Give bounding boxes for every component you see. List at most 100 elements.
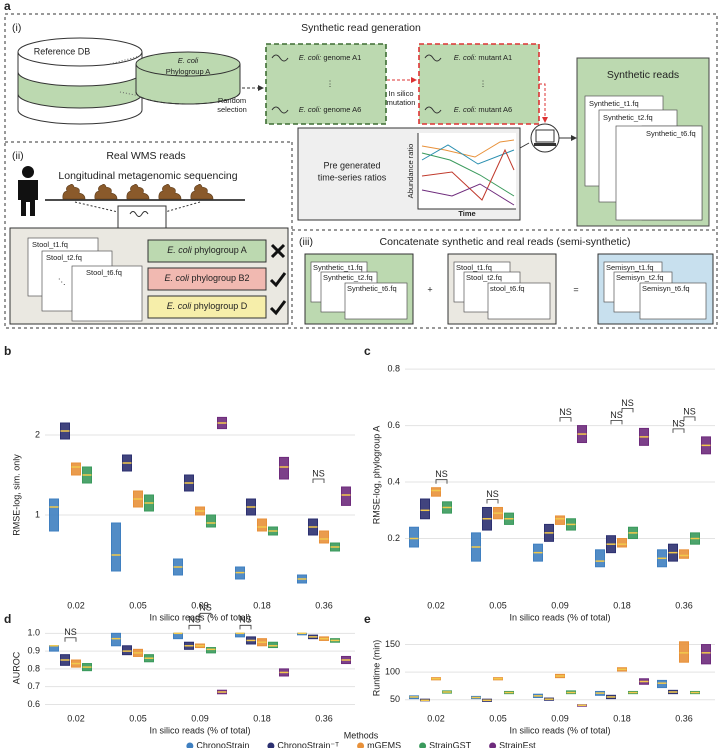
file-name: Semisyn_t6.fq — [642, 284, 690, 293]
box — [420, 498, 430, 520]
y-tick-label: 1.0 — [27, 628, 40, 638]
significance-bracket — [312, 478, 325, 483]
legend-label: StrainGST — [429, 740, 472, 748]
panel-border — [4, 13, 718, 329]
arrow — [539, 83, 546, 118]
box — [257, 518, 267, 532]
axis-label: Time — [458, 209, 475, 218]
panel-label: e — [364, 612, 371, 626]
panel-label: b — [4, 344, 11, 358]
label: Synthetic reads — [607, 69, 679, 81]
label: Phylogroup A — [166, 67, 211, 76]
species: E. coli — [178, 56, 199, 65]
sequencer-icon — [117, 205, 167, 231]
box — [319, 530, 329, 544]
legend-title: Methods — [344, 730, 379, 740]
x-tick-label: 0.05 — [489, 713, 507, 723]
box — [595, 549, 605, 568]
x-tick-label: 0.09 — [551, 600, 569, 610]
label: phylogroup D — [194, 301, 248, 311]
label: Random — [218, 96, 246, 105]
y-tick-label: 100 — [385, 667, 400, 677]
file-name: Synthetic_t2.fq — [603, 113, 653, 122]
mutant-box: E. coli: mutant A1 ⋮ E. coli: mutant A6 — [418, 43, 540, 125]
section-title: Concatenate synthetic and real reads (se… — [380, 236, 631, 248]
label: In silico — [388, 89, 413, 98]
legend-swatch — [357, 742, 365, 748]
x-tick-label: 0.05 — [489, 600, 507, 610]
file-name: Stool_t1.fq — [32, 240, 68, 249]
y-tick-label: 1 — [35, 509, 40, 519]
significance-label: NS — [683, 406, 696, 416]
chart: c 0.2 0.4 0.6 0.8 RMSE-log, phylogroup A In si… — [364, 344, 715, 622]
significance-label: NS — [435, 469, 448, 479]
y-tick-label: 0.7 — [27, 681, 40, 691]
arrowhead — [258, 85, 264, 91]
reference-db: Reference DB — [17, 37, 143, 125]
label: Reference DB — [34, 46, 91, 56]
significance-label: NS — [610, 410, 623, 420]
box — [617, 538, 627, 548]
file-name: Semisyn_t1.fq — [606, 263, 654, 272]
box — [679, 641, 689, 663]
x-tick-label: 0.09 — [551, 713, 569, 723]
svg-text:E. coli phylogroup B2: E. coli phylogroup B2 — [164, 273, 249, 283]
x-tick-label: 0.05 — [129, 713, 147, 723]
dna-icon — [129, 211, 149, 217]
x-tick-label: 0.02 — [427, 713, 445, 723]
legend-label: ChronoStrain — [196, 740, 249, 748]
synthetic-reads-box: Synthetic reads Synthetic_t1.fq Syntheti… — [576, 57, 710, 227]
significance-label: NS — [486, 489, 499, 499]
species: E. coli: — [299, 53, 322, 62]
x-tick-label: 0.18 — [613, 600, 631, 610]
sample-icons — [62, 184, 214, 200]
file-name: Semisyn_t2.fq — [616, 273, 664, 282]
box — [279, 456, 289, 480]
box — [173, 632, 183, 640]
x-tick-label: 0.02 — [427, 600, 445, 610]
box — [409, 526, 419, 548]
label: Pre generated — [323, 160, 380, 170]
file-name: stool_t6.fq — [490, 284, 525, 293]
box — [341, 486, 351, 506]
x-tick-label: 0.02 — [67, 600, 85, 610]
arrowhead — [571, 135, 577, 141]
box — [111, 522, 121, 572]
x-tick-label: 0.18 — [253, 600, 271, 610]
axis-label: Abundance ratio — [406, 144, 415, 199]
panel-a: a (i) Synthetic read generation Referenc… — [4, 0, 718, 329]
svg-text:E. coli: genome A1: E. coli: genome A1 — [299, 53, 362, 62]
significance-label: NS — [312, 468, 325, 478]
connector — [119, 91, 141, 97]
x-tick-label: 0.05 — [129, 600, 147, 610]
x-tick-label: 0.09 — [191, 600, 209, 610]
chart: b 1 2 RMSE-log, sim. only In silico reads (%… — [4, 344, 355, 622]
arrowhead — [542, 117, 548, 123]
connector — [109, 55, 141, 65]
svg-text:E. coli phylogroup A: E. coli phylogroup A — [167, 245, 247, 255]
panel-label: d — [4, 612, 11, 626]
x-tick-label: 0.18 — [253, 713, 271, 723]
significance-label: NS — [64, 627, 77, 637]
svg-text:E. coli phylogroup D: E. coli phylogroup D — [167, 301, 248, 311]
box — [268, 641, 278, 649]
file-name: Stool_t6.fq — [86, 268, 122, 277]
x-axis-title: In silico reads (% of total) — [149, 612, 250, 622]
legend-label: StrainEst — [499, 740, 536, 748]
file-name: Stool_t2.fq — [466, 273, 502, 282]
label: selection — [217, 105, 247, 114]
check-icon — [269, 300, 287, 316]
y-tick-label: 0.9 — [27, 645, 40, 655]
box — [122, 645, 132, 656]
y-tick-label: 50 — [390, 694, 400, 704]
y-tick-label: 0.8 — [27, 663, 40, 673]
label: genome A1 — [323, 53, 361, 62]
significance-bracket — [672, 428, 685, 433]
x-tick-label: 0.09 — [191, 713, 209, 723]
box — [431, 487, 441, 497]
significance-label: NS — [188, 615, 201, 625]
box — [657, 679, 667, 689]
x-tick-label: 0.36 — [675, 600, 693, 610]
panel-label: c — [364, 344, 371, 358]
